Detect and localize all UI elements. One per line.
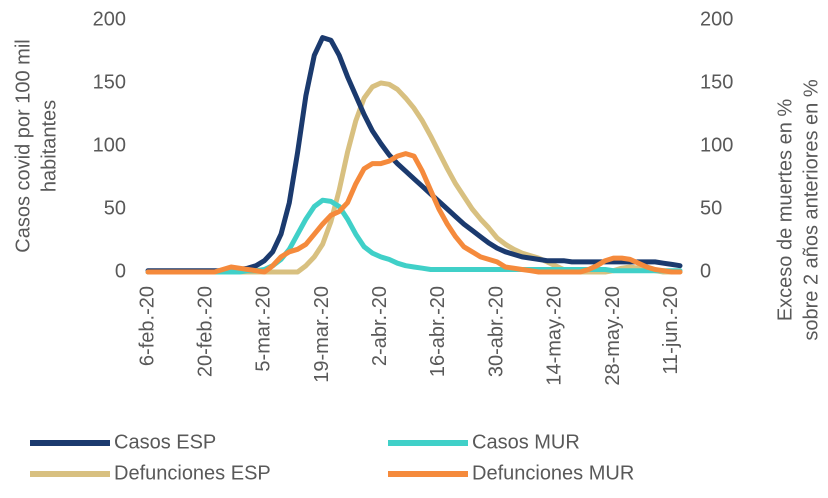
x-tick-label: 30-abr.-20 (485, 286, 507, 377)
y2-tick-label: 200 (700, 8, 733, 30)
y-axis-label: habitantes (38, 100, 60, 192)
legend-label: Defunciones ESP (114, 462, 271, 484)
y-axis-label: Casos covid por 100 mil (12, 39, 34, 252)
x-tick-label: 11-jun.-20 (660, 286, 682, 375)
y-tick-label: 100 (93, 134, 126, 156)
y2-axis-label: sobre 2 años anteriores en % (800, 79, 822, 340)
y2-tick-label: 100 (700, 134, 733, 156)
y-tick-label: 0 (115, 260, 126, 282)
x-tick-label: 19-mar.-20 (311, 286, 333, 383)
legend-label: Defunciones MUR (472, 462, 634, 484)
x-tick-label: 6-feb.-20 (136, 286, 158, 366)
legend-label: Casos MUR (472, 431, 580, 453)
y2-axis-label: Exceso de muertes en % (774, 99, 796, 322)
x-tick-label: 16-abr.-20 (427, 286, 449, 377)
y2-tick-label: 50 (700, 197, 722, 219)
y2-tick-label: 150 (700, 71, 733, 93)
y-tick-label: 50 (104, 197, 126, 219)
x-tick-label: 2-abr.-20 (369, 286, 391, 366)
series-line (145, 151, 683, 275)
y2-tick-label: 0 (700, 260, 711, 282)
x-tick-label: 5-mar.-20 (253, 286, 275, 372)
x-tick-label: 14-may.-20 (544, 286, 566, 386)
legend-label: Casos ESP (114, 431, 216, 453)
x-tick-label: 28-may.-20 (602, 286, 624, 386)
y-tick-label: 200 (93, 8, 126, 30)
y-tick-label: 150 (93, 71, 126, 93)
x-tick-label: 20-feb.-20 (194, 286, 216, 377)
